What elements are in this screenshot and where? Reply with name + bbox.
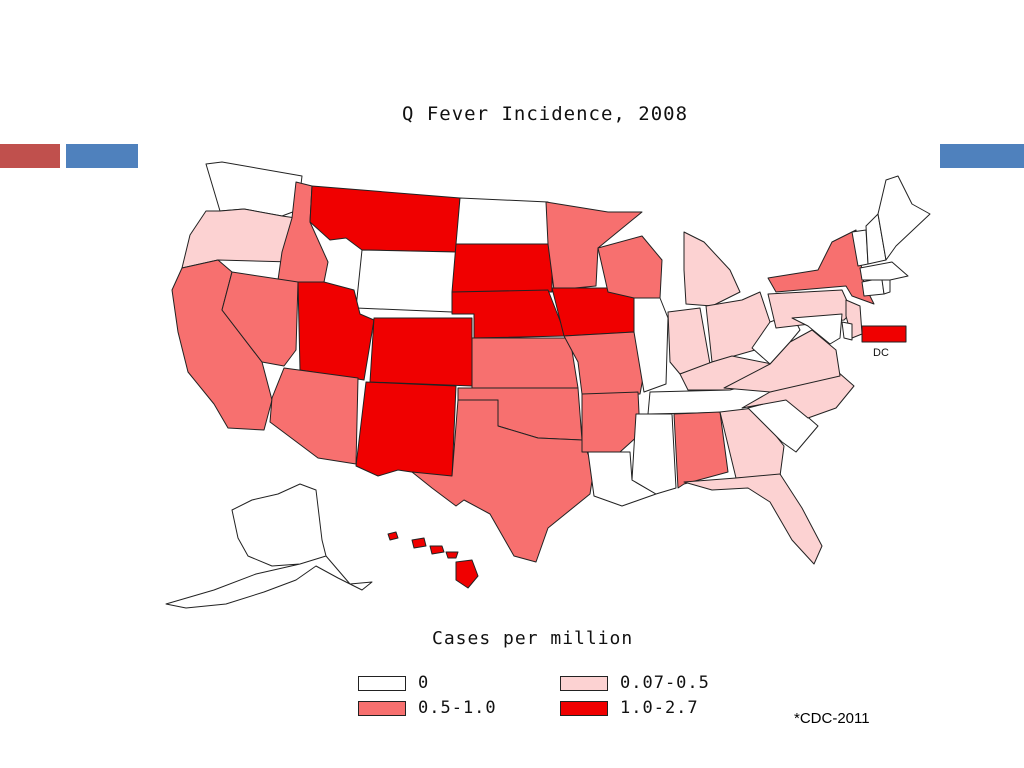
source-note: *CDC-2011: [794, 710, 870, 727]
state-alaska: [165, 483, 373, 609]
state-washington: [205, 161, 303, 217]
state-maine: [877, 175, 931, 261]
state-indiana: [667, 307, 711, 375]
state-illinois: [633, 297, 669, 393]
dc-label: DC: [873, 347, 889, 359]
legend-swatch: [560, 701, 608, 716]
state-colorado: [369, 317, 473, 387]
state-oregon: [181, 208, 297, 269]
state-mississippi: [631, 413, 677, 495]
legend-label: 0.07-0.5: [620, 673, 710, 693]
legend-swatch: [358, 676, 406, 691]
state-minnesota: [545, 201, 643, 291]
state-massachusetts: [859, 261, 909, 281]
state-hawaii: [387, 531, 479, 589]
state-michigan: [683, 231, 741, 307]
state-new-mexico: [355, 381, 457, 479]
state-arkansas: [581, 391, 641, 453]
state-montana: [309, 185, 461, 253]
state-delaware: [841, 321, 853, 341]
decorative-bar-blue-right: [940, 144, 1024, 168]
state-district-of-columbia: [861, 325, 907, 343]
legend-title: Cases per million: [432, 628, 634, 649]
state-south-dakota: [451, 243, 553, 293]
map-title: Q Fever Incidence, 2008: [401, 103, 689, 125]
state-texas: [411, 399, 595, 563]
legend-swatch: [358, 701, 406, 716]
state-wisconsin: [597, 235, 663, 299]
decorative-bar-red: [0, 144, 60, 168]
state-florida: [683, 473, 823, 565]
state-connecticut: [861, 277, 885, 297]
state-maryland: [791, 313, 843, 345]
state-kansas: [471, 337, 579, 389]
state-wyoming: [355, 249, 457, 313]
state-arizona: [269, 367, 359, 465]
states-layer: [165, 161, 931, 609]
legend-label: 0.5-1.0: [418, 698, 497, 718]
legend-label: 1.0-2.7: [620, 698, 699, 718]
legend-label: 0: [418, 673, 430, 693]
decorative-bar-blue-left: [66, 144, 138, 168]
state-rhode-island: [881, 279, 891, 295]
state-north-dakota: [455, 197, 553, 245]
legend-swatch: [560, 676, 608, 691]
state-alabama: [673, 411, 729, 489]
